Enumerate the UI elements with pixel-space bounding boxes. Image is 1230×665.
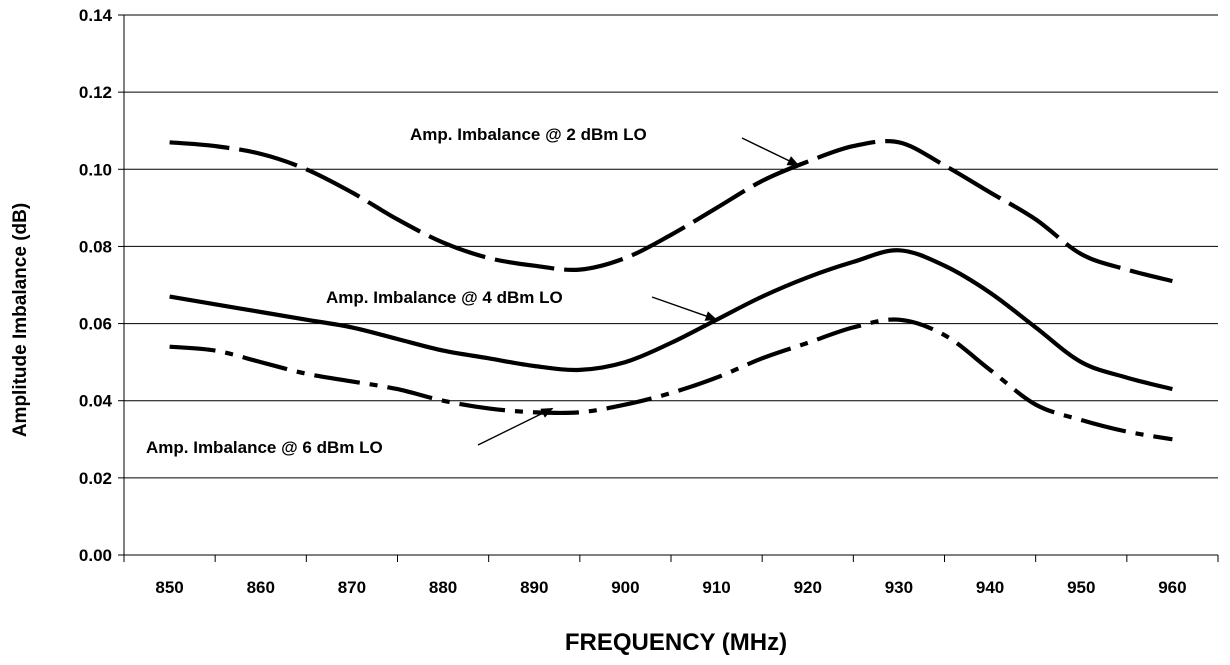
annotation-label: Amp. Imbalance @ 4 dBm LO: [326, 288, 563, 307]
annotation-arrow: [741, 137, 800, 167]
y-tick-label: 0.10: [79, 160, 112, 179]
x-tick-label: 920: [794, 578, 822, 597]
y-tick-label: 0.04: [79, 392, 113, 411]
annotation-arrow: [477, 407, 554, 446]
x-tick-label: 960: [1158, 578, 1186, 597]
x-axis-title: FREQUENCY (MHz): [565, 629, 787, 656]
annotation-label: Amp. Imbalance @ 6 dBm LO: [146, 438, 383, 457]
x-tick-label: 870: [338, 578, 366, 597]
annotations: Amp. Imbalance @ 2 dBm LO Amp. Imbalance …: [146, 125, 800, 457]
x-tick-label: 910: [702, 578, 730, 597]
axes: [123, 15, 1219, 562]
x-tick-label: 850: [155, 578, 183, 597]
grid-lines: [118, 14, 1218, 556]
series-lines: [169, 138, 1173, 442]
x-tick-label: 950: [1067, 578, 1095, 597]
x-tick-label: 880: [429, 578, 457, 597]
y-tick-labels: 0.00 0.02 0.04 0.06 0.08 0.10 0.12 0.14: [79, 6, 113, 565]
y-axis-title: Amplitude Imbalance (dB): [10, 203, 31, 437]
x-tick-label: 890: [520, 578, 548, 597]
x-tick-label: 860: [247, 578, 275, 597]
series-line-1: [169, 138, 1173, 284]
annotation-label: Amp. Imbalance @ 2 dBm LO: [410, 125, 647, 144]
y-tick-label: 0.12: [79, 83, 112, 102]
x-tick-label: 900: [611, 578, 639, 597]
x-tick-labels: 850 860 870 880 890 900 910 920 930 940 950 960: [155, 578, 1186, 597]
series-line-2: [169, 248, 1173, 392]
y-tick-label: 0.02: [79, 469, 112, 488]
y-tick-label: 0.00: [79, 546, 112, 565]
series-line-3: [169, 317, 1173, 442]
annotation-arrow: [651, 296, 718, 321]
x-tick-label: 940: [976, 578, 1004, 597]
y-tick-label: 0.08: [79, 237, 112, 256]
x-tick-label: 930: [885, 578, 913, 597]
y-tick-label: 0.14: [79, 6, 113, 25]
y-tick-label: 0.06: [79, 315, 112, 334]
